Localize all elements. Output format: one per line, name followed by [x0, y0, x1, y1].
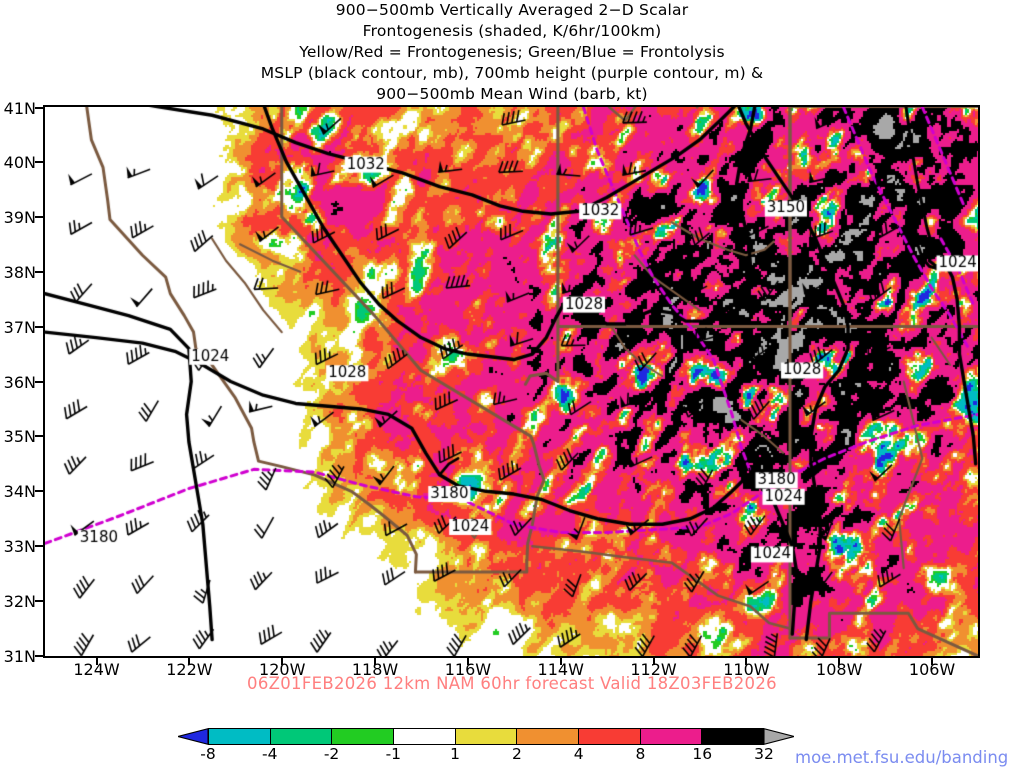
latitude-tick-mark — [35, 216, 43, 219]
longitude-tick-label: 120W — [259, 660, 306, 679]
colorbar-tick-label: 32 — [754, 745, 774, 763]
colorbar-cells — [208, 728, 764, 745]
colorbar-tick-label: 16 — [692, 745, 713, 763]
colorbar-tick-label: 2 — [511, 745, 522, 763]
colorbar-tick-label: -1 — [385, 745, 402, 763]
forecast-caption: 06Z01FEB2026 12km NAM 60hr forecast Vali… — [247, 674, 777, 693]
colorbar-cell — [517, 729, 580, 744]
longitude-tick-mark — [931, 658, 934, 665]
latitude-tick-mark — [35, 490, 43, 493]
latitude-tick-label: 32N — [3, 591, 36, 611]
longitude-tick-label: 122W — [166, 660, 213, 679]
latitude-tick-label: 33N — [3, 536, 36, 556]
title-line-3: Yellow/Red = Frontogenesis; Green/Blue =… — [299, 43, 725, 61]
latitude-tick-mark — [35, 325, 43, 328]
longitude-tick-label: 110W — [723, 660, 770, 679]
latitude-tick-label: 35N — [3, 427, 36, 447]
longitude-tick-label: 112W — [630, 660, 677, 679]
source-watermark: moe.met.fsu.edu/banding — [795, 748, 1009, 767]
colorbar-cell — [640, 729, 703, 744]
latitude-tick-label: 38N — [3, 262, 36, 282]
colorbar-cell — [455, 729, 518, 744]
title-line-1: 900−500mb Vertically Averaged 2−D Scalar — [335, 1, 689, 19]
longitude-tick-mark — [559, 658, 562, 665]
colorbar-underflow-arrow-icon — [178, 728, 208, 745]
longitude-tick-mark — [281, 658, 284, 665]
latitude-tick-label: 40N — [3, 153, 36, 173]
latitude-tick-label: 37N — [3, 317, 36, 337]
longitude-tick-mark — [652, 658, 655, 665]
colorbar-cell — [209, 729, 271, 744]
colorbar-tick-label: -2 — [323, 745, 340, 763]
latitude-tick-label: 31N — [3, 646, 36, 666]
colorbar-overflow-arrow-icon — [764, 728, 794, 745]
longitude-tick-label: 118W — [351, 660, 399, 679]
longitude-tick-label: 108W — [816, 660, 863, 679]
longitude-tick-label: 124W — [73, 660, 120, 679]
latitude-tick-label: 34N — [3, 482, 36, 502]
colorbar-tick-label: -8 — [200, 745, 216, 763]
longitude-tick-label: 106W — [908, 660, 956, 679]
latitude-tick-mark — [35, 654, 43, 657]
latitude-tick-mark — [35, 161, 43, 164]
colorbar — [178, 728, 798, 745]
colorbar-cell — [270, 729, 333, 744]
latitude-tick-label: 39N — [3, 208, 36, 228]
colorbar-cell — [332, 729, 395, 744]
colorbar-tick-label: 8 — [635, 745, 646, 763]
weather-map-panel[interactable] — [43, 105, 980, 658]
latitude-tick-mark — [35, 270, 43, 273]
chart-title-block: 900−500mb Vertically Averaged 2−D Scalar… — [0, 0, 1024, 105]
longitude-tick-mark — [745, 658, 748, 665]
title-line-5: 900−500mb Mean Wind (barb, kt) — [376, 85, 648, 103]
colorbar-cell — [394, 729, 456, 744]
title-line-4: MSLP (black contour, mb), 700mb height (… — [260, 64, 764, 82]
colorbar-tick-label: 1 — [450, 745, 461, 763]
colorbar-tick-label: 4 — [573, 745, 584, 763]
colorbar-tick-labels: -8 -4 -2 -1 1 2 4 8 16 32 — [178, 745, 798, 767]
colorbar-cell — [702, 729, 764, 744]
colorbar-cell — [579, 729, 641, 744]
longitude-tick-mark — [466, 658, 469, 665]
latitude-tick-mark — [35, 435, 43, 438]
latitude-tick-label: 41N — [3, 98, 36, 118]
latitude-tick-mark — [35, 380, 43, 383]
latitude-tick-mark — [35, 544, 43, 547]
longitude-tick-mark — [838, 658, 841, 665]
colorbar-tick-label: -4 — [262, 745, 278, 763]
longitude-tick-label: 116W — [444, 660, 492, 679]
longitude-tick-mark — [188, 658, 191, 665]
longitude-tick-mark — [374, 658, 377, 665]
title-line-2: Frontogenesis (shaded, K/6hr/100km) — [362, 22, 662, 40]
longitude-tick-label: 114W — [537, 660, 584, 679]
latitude-tick-mark — [35, 106, 43, 109]
frontogenesis-map-canvas[interactable] — [45, 107, 978, 656]
latitude-tick-mark — [35, 599, 43, 602]
longitude-tick-mark — [95, 658, 98, 665]
latitude-tick-label: 36N — [3, 372, 36, 392]
